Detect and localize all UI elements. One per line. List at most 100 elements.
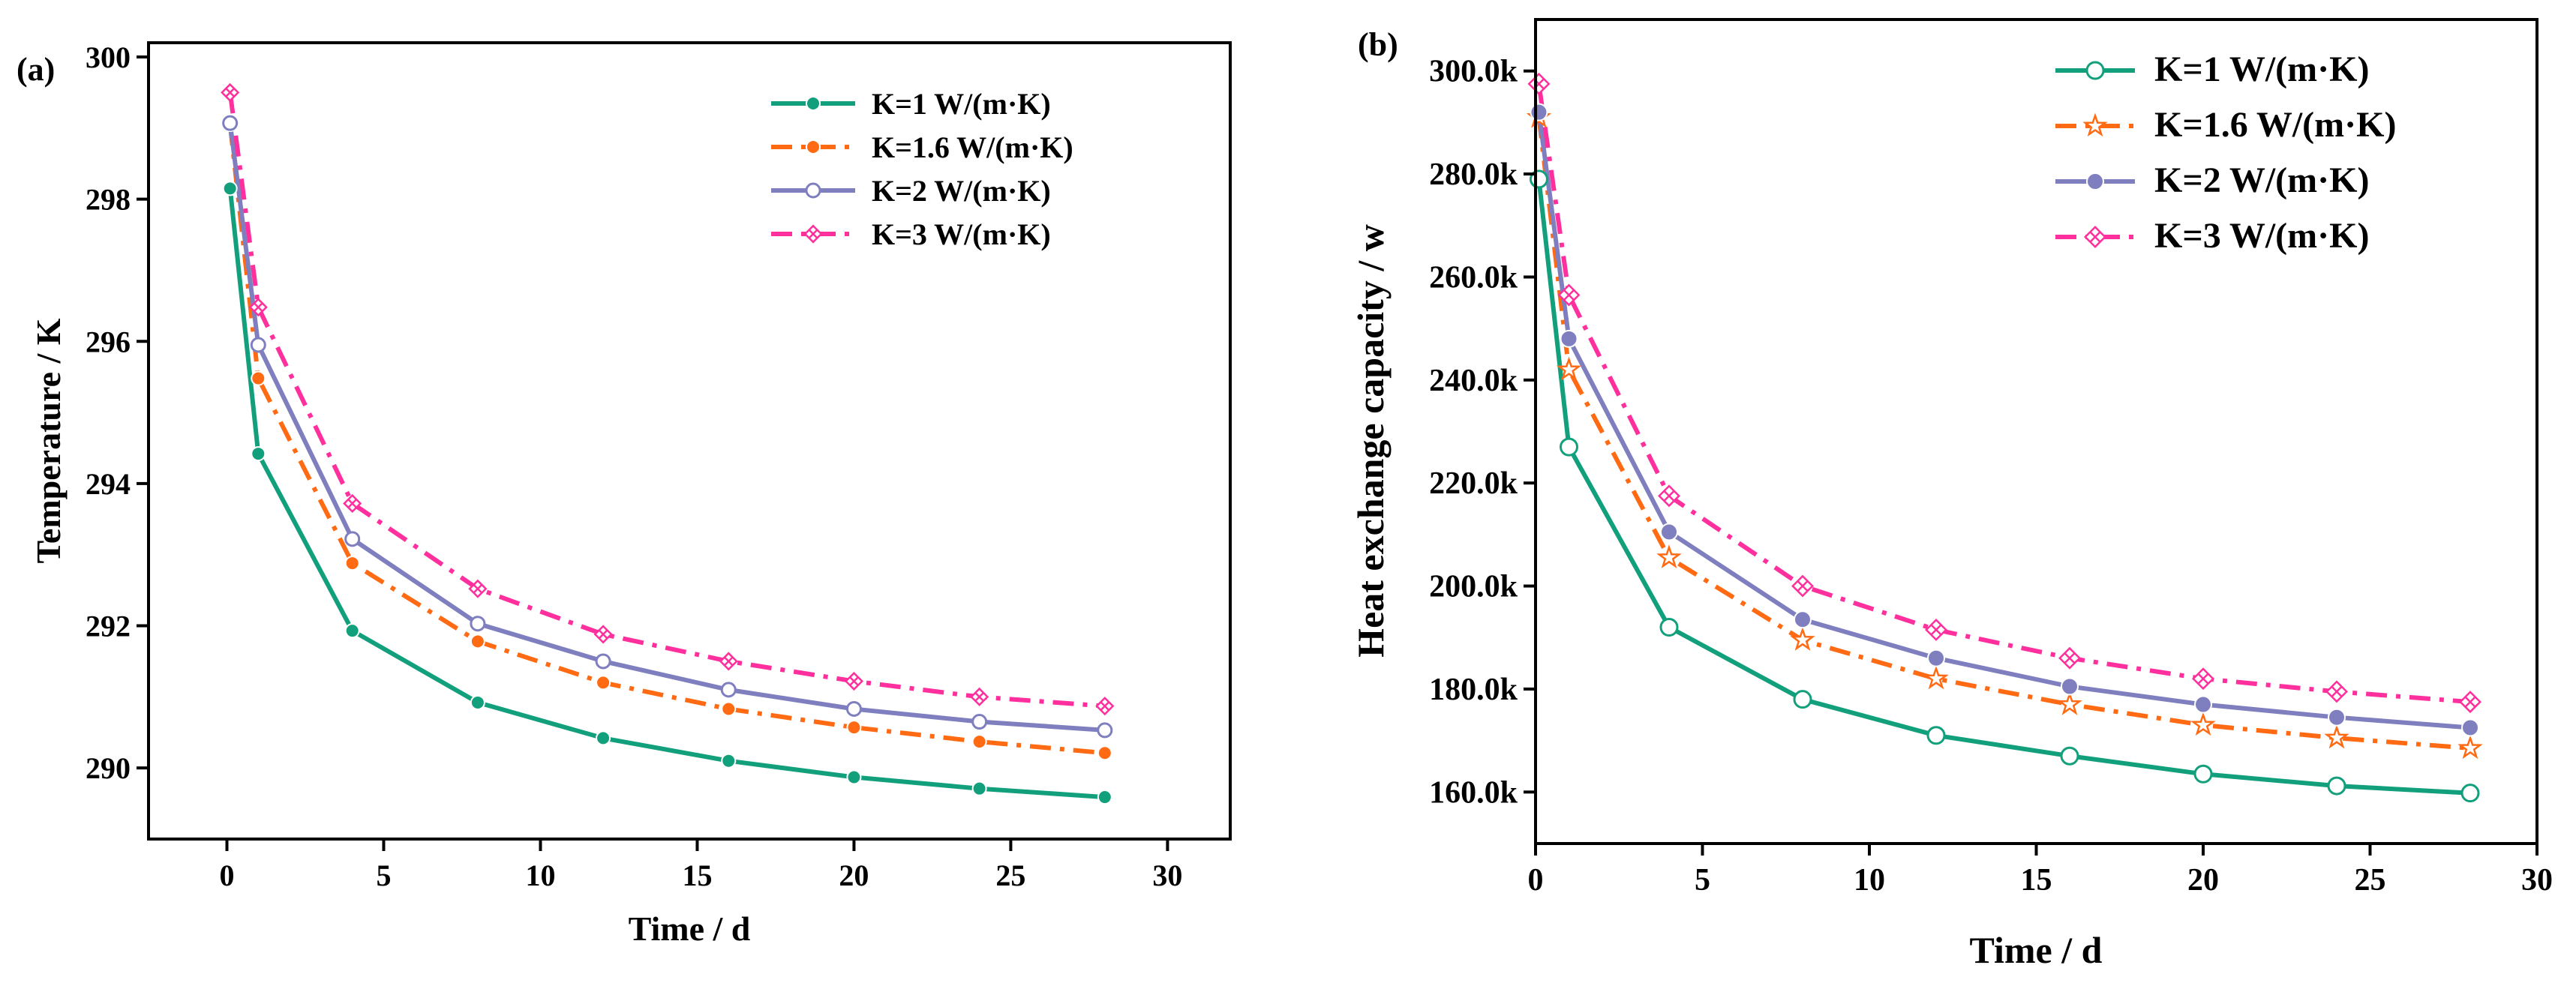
data-point — [846, 720, 862, 736]
y-tick-label: 300.0k — [1429, 55, 1518, 89]
data-point — [1927, 649, 1945, 667]
data-point — [222, 181, 238, 196]
y-tick-label: 298 — [86, 183, 131, 217]
data-point — [1656, 544, 1682, 568]
legend-marker — [2082, 112, 2108, 137]
data-point — [721, 753, 737, 769]
x-axis-ticks: 0 5 10 15 20 25 30 — [1528, 844, 2553, 898]
data-point — [470, 616, 486, 632]
legend-marker — [2084, 226, 2106, 248]
data-point — [1925, 618, 1947, 641]
data-point — [803, 224, 823, 244]
y-tick-label: 296 — [86, 325, 131, 358]
plot-frame — [147, 41, 1232, 841]
data-point — [2082, 112, 2108, 137]
legend-label: K=1 W/(m·K) — [872, 87, 1051, 121]
data-point — [596, 675, 611, 691]
data-point — [1794, 610, 1812, 629]
x-tick-label: 25 — [2355, 863, 2386, 898]
data-point — [845, 700, 862, 717]
x-tick-label: 30 — [1152, 859, 1182, 892]
y-axis-ticks: 160.0k 180.0k 200.0k 220.0k 240.0k 260.0k 280.… — [1429, 55, 1536, 810]
data-point — [2194, 695, 2212, 714]
data-point-cross — [849, 676, 859, 686]
data-point — [2193, 764, 2213, 784]
x-tick-label: 20 — [839, 859, 869, 892]
y-tick-label: 240.0k — [1429, 364, 1518, 398]
x-tick-label: 5 — [1695, 863, 1710, 898]
data-point — [595, 653, 611, 670]
x-axis-ticks: 0 5 10 15 20 25 30 — [219, 839, 1182, 892]
data-point-cross — [598, 629, 608, 640]
data-point — [2085, 61, 2105, 80]
data-point — [1097, 745, 1112, 761]
data-point — [2058, 646, 2081, 670]
marker-layer — [221, 82, 1115, 805]
data-point — [721, 701, 737, 717]
data-point-cross — [1563, 289, 1575, 301]
data-point — [2325, 680, 2348, 703]
data-point — [806, 139, 821, 154]
x-tick-label: 10 — [1854, 863, 1885, 898]
data-point — [2084, 226, 2106, 248]
legend-marker — [2086, 172, 2104, 190]
data-point — [344, 531, 361, 547]
x-axis-title: Time / d — [1970, 929, 2103, 971]
data-point-cross — [1930, 624, 1942, 636]
data-point — [1097, 722, 1113, 739]
data-point — [1791, 574, 1814, 598]
data-point — [2327, 776, 2346, 796]
data-point — [971, 781, 987, 796]
data-point — [593, 625, 613, 644]
legend: K=1 W/(m·K) K=1.6 W/(m·K) K=2 W/(m·K) K=… — [2055, 49, 2396, 256]
data-point — [470, 634, 485, 649]
series-line — [227, 188, 1106, 800]
data-point — [251, 370, 266, 386]
legend-marker — [806, 96, 821, 111]
data-point — [470, 694, 485, 710]
x-tick-label: 0 — [1528, 863, 1544, 898]
data-point — [1095, 697, 1115, 716]
data-point — [2461, 718, 2479, 737]
data-point-cross — [473, 583, 483, 594]
data-point — [2057, 691, 2082, 715]
data-point — [1557, 283, 1581, 307]
y-axis-title: Temperature / K — [29, 318, 68, 563]
data-point-cross — [808, 229, 818, 239]
data-point — [1660, 523, 1678, 541]
data-point — [970, 687, 989, 706]
data-point — [2328, 708, 2346, 727]
data-point — [343, 493, 362, 514]
legend-label: K=2 W/(m·K) — [872, 174, 1051, 208]
data-point — [251, 446, 266, 462]
data-point — [2324, 724, 2349, 749]
legend-marker — [2085, 61, 2105, 80]
series-line — [1536, 83, 2471, 705]
data-point-cross — [2331, 685, 2343, 697]
y-tick-label: 280.0k — [1429, 157, 1518, 192]
x-axis-title: Time / d — [629, 910, 751, 948]
data-point-cross — [347, 499, 357, 508]
data-point — [1097, 790, 1112, 805]
y-axis-title: Heat exchange capacity / w — [1350, 224, 1392, 658]
legend-marker — [806, 139, 821, 154]
x-tick-label: 20 — [2187, 863, 2219, 898]
series-line — [1536, 112, 2471, 730]
data-point — [2060, 746, 2079, 766]
data-point — [1527, 72, 1551, 95]
data-point — [1659, 618, 1679, 637]
legend-item-k1.6: K=1.6 W/(m·K) — [771, 130, 1073, 164]
legend-label: K=1 W/(m·K) — [2154, 49, 2369, 89]
data-point — [1658, 484, 1680, 508]
data-point — [344, 556, 360, 571]
series-line — [227, 92, 1106, 709]
data-point-cross — [1797, 580, 1809, 592]
series-line — [1536, 178, 2471, 796]
data-point-cross — [2197, 673, 2209, 685]
x-tick-label: 25 — [995, 859, 1025, 892]
data-point — [1530, 103, 1548, 121]
data-point — [1923, 665, 1949, 690]
legend: K=1 W/(m·K) K=1.6 W/(m·K) K=2 W/(m·K) K=… — [771, 87, 1073, 251]
data-point — [222, 115, 239, 131]
